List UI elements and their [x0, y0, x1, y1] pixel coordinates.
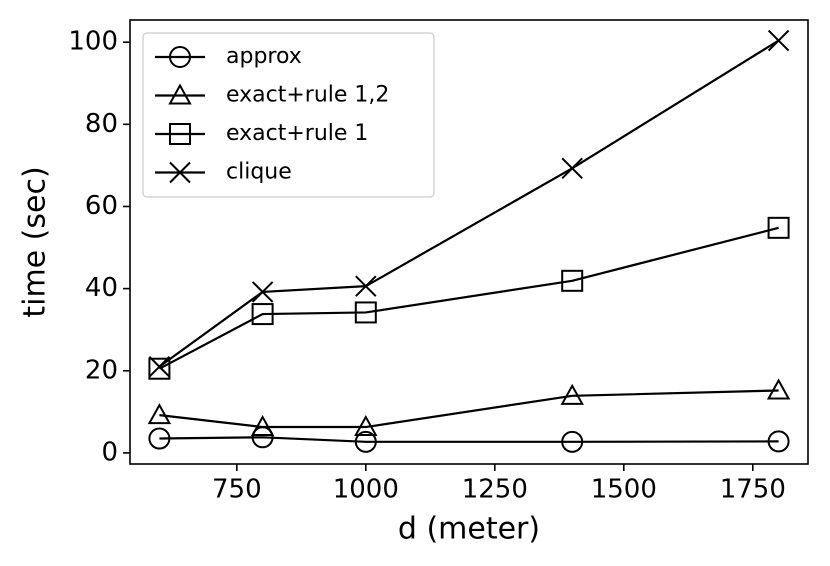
marker: [148, 427, 171, 450]
legend-marker: [169, 161, 191, 184]
x-tick-label: 1000: [333, 475, 399, 505]
marker: [766, 378, 791, 400]
legend-label: exact+rule 1,2: [226, 83, 389, 108]
legend-marker: [169, 46, 191, 68]
series-line: [159, 389, 779, 429]
y-tick-label: 60: [85, 191, 118, 221]
marker: [561, 430, 584, 453]
y-axis-label: time (sec): [18, 166, 53, 317]
marker: [354, 301, 377, 324]
legend-marker: [168, 83, 192, 105]
y-tick-label: 0: [101, 437, 118, 467]
marker: [250, 414, 275, 437]
marker: [148, 357, 171, 380]
marker: [147, 403, 172, 425]
legend-label: exact+rule 1: [226, 121, 368, 146]
marker: [355, 275, 377, 297]
marker: [354, 430, 377, 453]
plot-frame: [129, 19, 809, 465]
marker: [767, 29, 790, 52]
y-tick-label: 40: [85, 273, 118, 303]
marker: [251, 281, 274, 303]
x-tick-label: 1750: [720, 475, 786, 505]
legend-marker: [169, 123, 191, 145]
legend-label: clique: [226, 160, 292, 185]
y-tick-label: 100: [68, 27, 118, 57]
marker: [354, 414, 378, 437]
legend-box: [142, 32, 435, 198]
y-tick-label: 80: [85, 109, 118, 139]
x-tick-label: 1250: [462, 475, 528, 505]
x-tick-label: 750: [212, 475, 262, 505]
x-axis-label: d (meter): [398, 512, 540, 547]
marker: [767, 216, 790, 239]
series-line: [159, 436, 779, 443]
legend-label: approx: [226, 44, 302, 69]
marker: [767, 430, 790, 453]
marker: [560, 383, 584, 405]
marker: [561, 269, 584, 292]
y-tick-label: 20: [85, 355, 118, 385]
marker: [148, 355, 171, 378]
marker: [251, 303, 274, 326]
marker: [561, 157, 583, 179]
series-line: [158, 226, 779, 370]
x-tick-label: 1500: [591, 475, 657, 505]
